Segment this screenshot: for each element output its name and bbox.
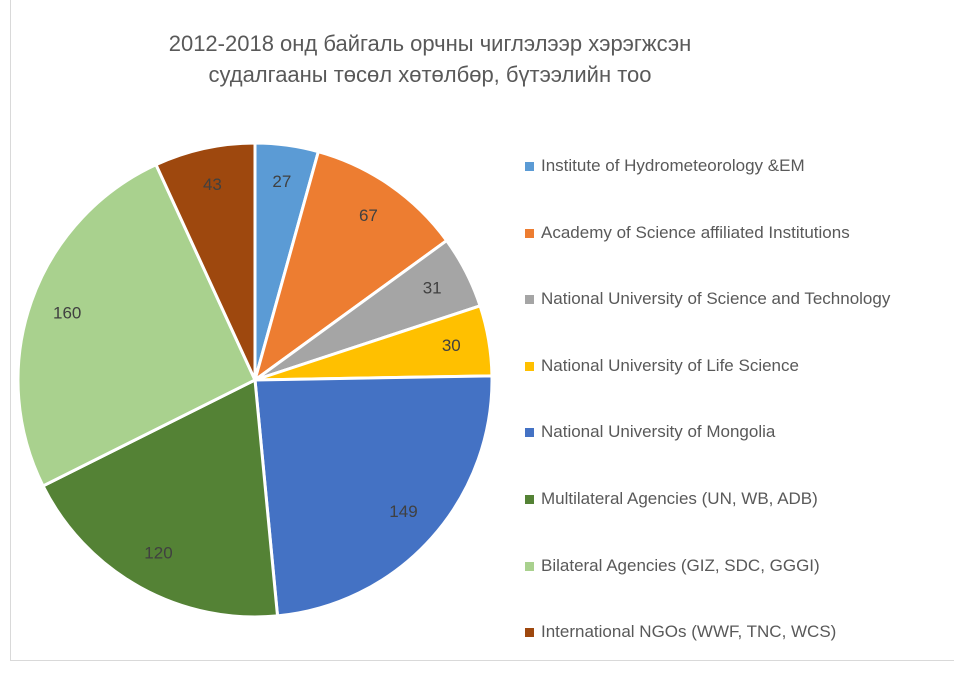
data-label: 149 [389,502,417,521]
chart-title: 2012-2018 онд байгаль орчны чиглэлээр хэ… [168,31,692,87]
pie-slice [40,377,280,619]
legend-item: Institute of Hydrometeorology &EM [525,152,945,180]
legend-item: National University of Life Science [525,352,945,380]
legend-swatch [525,361,534,371]
legend-item: Bilateral Agencies (GIZ, SDC, GGGI) [525,552,945,580]
legend-item: Multilateral Agencies (UN, WB, ADB) [525,485,945,513]
pie-slice [253,374,494,618]
legend-swatch [525,495,534,504]
data-label: 67 [359,206,378,225]
legend-label: National University of Science and Techn… [541,289,891,309]
legend-item: Academy of Science affiliated Institutio… [525,219,945,247]
data-label: 30 [442,336,461,355]
chart-frame [10,0,954,661]
legend-item: National University of Science and Techn… [525,285,945,313]
pie-slice [16,162,257,488]
legend-label: National University of Mongolia [541,422,776,442]
legend-label: Institute of Hydrometeorology &EM [541,156,805,175]
pie-slice [252,149,449,384]
legend-swatch [525,295,534,305]
legend-label: International NGOs (WWF, TNC, WCS) [541,622,837,642]
legend-swatch [525,628,534,638]
legend-label: Academy of Science affiliated Institutio… [541,222,850,242]
pie-slice [154,141,257,381]
legend-swatch [525,561,534,571]
legend-label: Bilateral Agencies (GIZ, SDC, GGGI) [541,555,820,575]
legend-item: International NGOs (WWF, TNC, WCS) [525,618,945,646]
legend-swatch [525,228,534,238]
data-label: 31 [423,279,442,298]
legend-swatch [525,428,534,438]
data-label: 43 [203,175,222,194]
legend-label: Multilateral Agencies (UN, WB, ADB) [541,489,818,508]
data-label: 27 [272,172,291,191]
data-label: 160 [53,303,81,322]
legend-label: National University of Life Science [541,355,799,375]
legend-swatch [525,162,534,171]
data-label: 120 [144,544,172,563]
legend-item: National University of Mongolia [525,418,945,446]
